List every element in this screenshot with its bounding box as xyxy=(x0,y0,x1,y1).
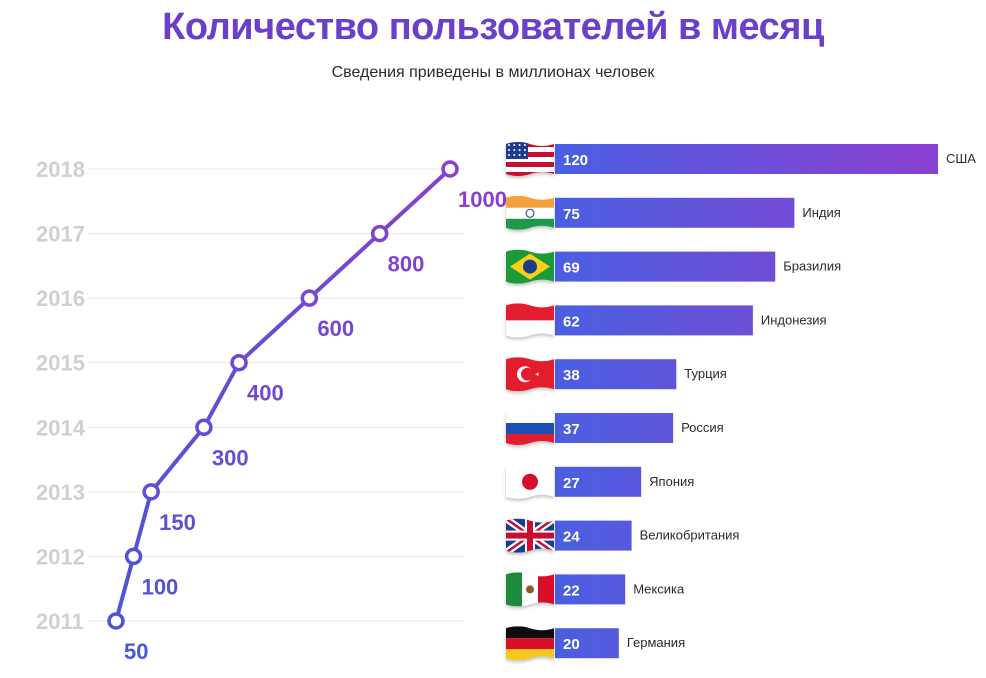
data-point xyxy=(195,418,213,437)
data-label: 50 xyxy=(124,639,148,664)
data-point xyxy=(300,289,319,307)
y-tick-label: 2014 xyxy=(36,415,86,440)
data-label: 600 xyxy=(317,316,354,341)
data-label: 400 xyxy=(247,381,284,406)
growth-line xyxy=(114,167,452,622)
data-label: 800 xyxy=(388,252,425,277)
data-label: 100 xyxy=(142,574,179,599)
page-title: Количество пользователей в месяц xyxy=(162,6,824,48)
y-tick-label: 2018 xyxy=(36,157,85,182)
y-tick-label: 2017 xyxy=(36,222,85,247)
data-point xyxy=(142,483,160,501)
data-label: 1000 xyxy=(458,187,507,212)
data-point xyxy=(230,353,248,372)
page-subtitle: Сведения приведены в миллионах человек xyxy=(331,64,655,81)
y-tick-label: 2016 xyxy=(36,286,85,311)
data-point xyxy=(441,160,459,178)
data-point xyxy=(107,612,125,630)
y-tick-label: 2015 xyxy=(36,351,85,376)
y-tick-label: 2011 xyxy=(36,609,84,634)
data-point xyxy=(124,547,143,566)
data-label: 300 xyxy=(212,445,249,470)
y-tick-label: 2012 xyxy=(36,544,85,569)
data-point xyxy=(370,224,389,243)
y-tick-label: 2013 xyxy=(36,480,85,505)
data-label: 150 xyxy=(159,510,196,535)
